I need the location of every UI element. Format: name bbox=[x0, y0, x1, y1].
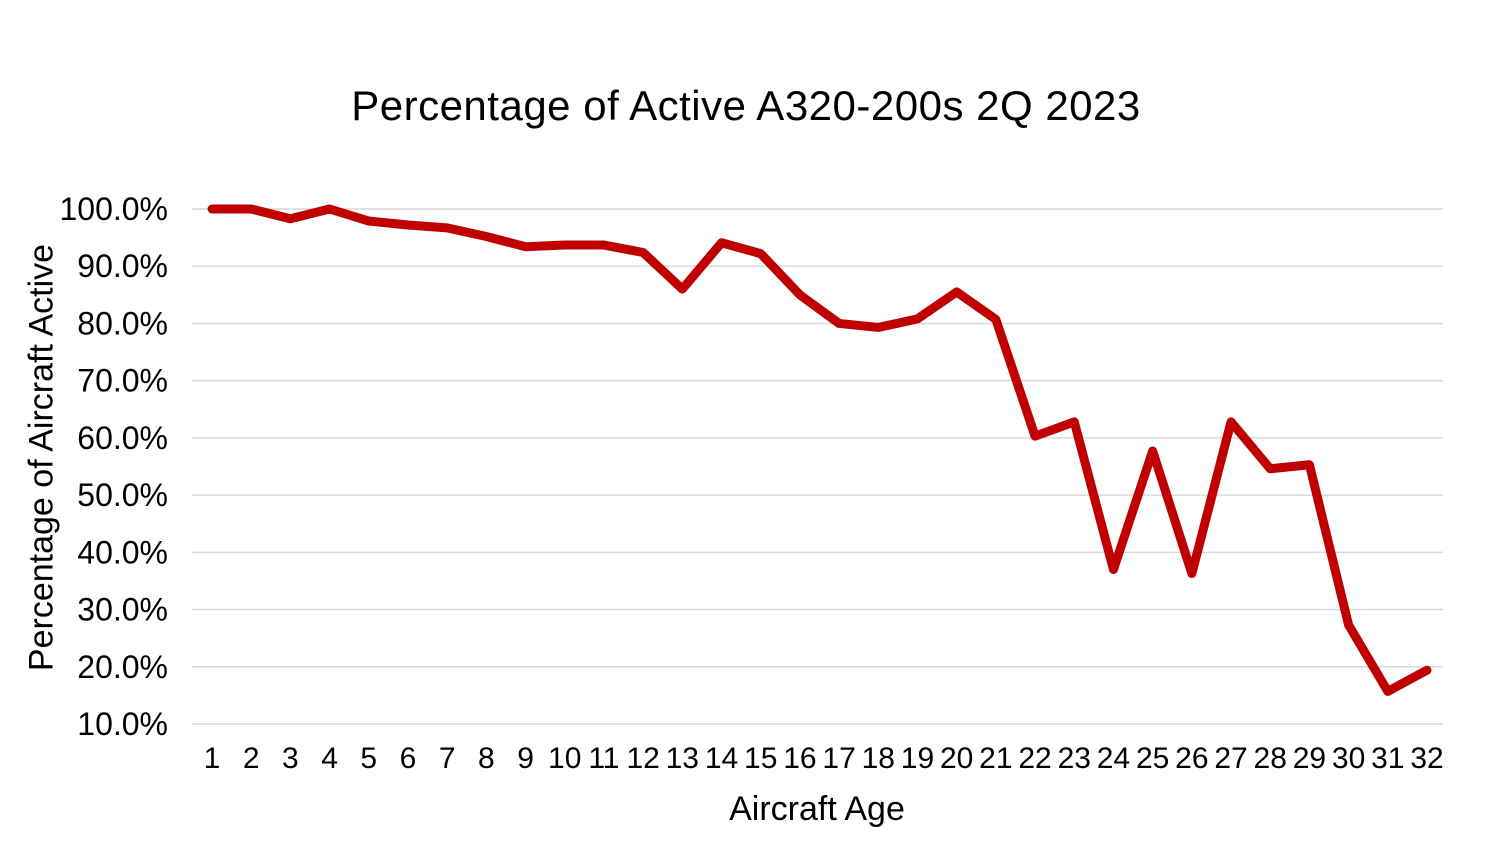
x-tick-label: 20 bbox=[940, 742, 973, 775]
x-tick-label: 7 bbox=[439, 742, 456, 775]
y-tick-label: 60.0% bbox=[77, 420, 168, 456]
x-tick-label: 17 bbox=[822, 742, 855, 775]
x-tick-label: 3 bbox=[282, 742, 299, 775]
x-axis-title: Aircraft Age bbox=[729, 790, 905, 828]
y-tick-label: 50.0% bbox=[77, 477, 168, 513]
x-tick-label: 23 bbox=[1058, 742, 1091, 775]
x-tick-label: 2 bbox=[243, 742, 260, 775]
x-tick-label: 5 bbox=[360, 742, 377, 775]
y-tick-label: 10.0% bbox=[77, 706, 168, 742]
y-tick-label: 100.0% bbox=[59, 191, 168, 227]
x-tick-label: 24 bbox=[1097, 742, 1130, 775]
x-tick-label: 12 bbox=[626, 742, 659, 775]
x-tick-label: 11 bbox=[588, 742, 619, 775]
x-tick-label: 25 bbox=[1136, 742, 1169, 775]
y-tick-label: 80.0% bbox=[77, 305, 168, 341]
x-tick-label: 15 bbox=[744, 742, 777, 775]
x-tick-label: 8 bbox=[478, 742, 495, 775]
x-tick-label: 9 bbox=[517, 742, 534, 775]
chart-title: Percentage of Active A320-200s 2Q 2023 bbox=[351, 82, 1141, 129]
x-tick-label: 1 bbox=[204, 742, 221, 775]
x-tick-label: 4 bbox=[321, 742, 338, 775]
x-tick-label: 16 bbox=[783, 742, 816, 775]
x-tick-label: 14 bbox=[705, 742, 738, 775]
y-tick-label: 70.0% bbox=[77, 363, 168, 399]
x-tick-label: 27 bbox=[1214, 742, 1247, 775]
x-tick-label: 19 bbox=[901, 742, 934, 775]
x-tick-label: 21 bbox=[979, 742, 1012, 775]
x-tick-label: 29 bbox=[1293, 742, 1326, 775]
y-tick-label: 20.0% bbox=[77, 649, 168, 685]
x-tick-label: 22 bbox=[1018, 742, 1051, 775]
x-tick-label: 13 bbox=[666, 742, 699, 775]
x-tick-label: 26 bbox=[1175, 742, 1208, 775]
x-tick-label: 6 bbox=[400, 742, 417, 775]
x-tick-label: 30 bbox=[1332, 742, 1365, 775]
x-tick-label: 18 bbox=[862, 742, 895, 775]
x-tick-label: 31 bbox=[1371, 742, 1404, 775]
x-tick-label: 32 bbox=[1410, 742, 1443, 775]
y-tick-label: 90.0% bbox=[77, 248, 168, 284]
data-series-line bbox=[207, 204, 1432, 696]
y-tick-label: 30.0% bbox=[77, 592, 168, 628]
y-tick-label: 40.0% bbox=[77, 534, 168, 570]
x-tick-label: 10 bbox=[548, 742, 581, 775]
x-tick-label: 28 bbox=[1254, 742, 1287, 775]
